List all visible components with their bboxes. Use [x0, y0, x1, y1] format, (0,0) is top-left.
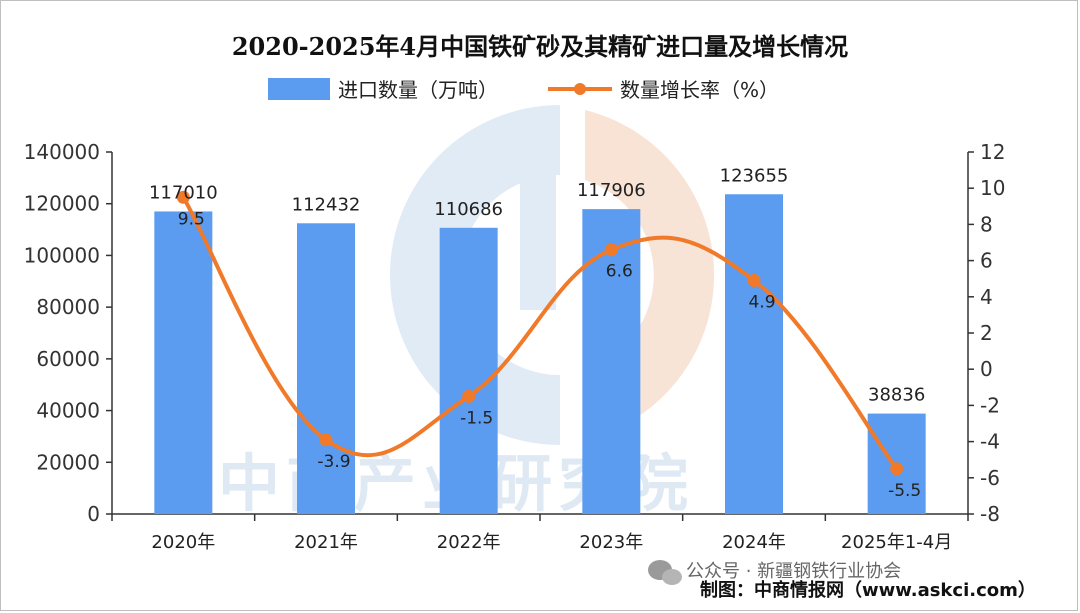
right-tick-label: 4: [980, 285, 993, 309]
growth-rate-point: [462, 389, 476, 403]
bar: [439, 227, 498, 515]
x-tick-label: 2020年: [151, 532, 215, 553]
right-tick-label: 10: [980, 176, 1005, 200]
legend-label-line: 数量增长率（%）: [620, 78, 779, 102]
bar-value-label: 123655: [720, 165, 789, 186]
growth-value-label: 9.5: [178, 209, 205, 229]
growth-rate-point: [319, 433, 333, 447]
bar-value-label: 38836: [868, 385, 925, 406]
legend: 进口数量（万吨） 数量增长率（%）: [268, 78, 779, 102]
chart-title: 2020-2025年4月中国铁矿砂及其精矿进口量及增长情况: [232, 32, 848, 61]
right-tick-label: 8: [980, 212, 993, 236]
right-tick-label: 2: [980, 321, 993, 345]
left-tick-label: 60000: [36, 347, 100, 371]
x-tick-label: 2023年: [579, 532, 643, 553]
wechat-icon: [648, 560, 682, 585]
left-tick-label: 0: [87, 502, 100, 526]
growth-rate-point: [604, 243, 618, 257]
bar: [154, 211, 213, 515]
growth-value-label: 4.9: [748, 293, 775, 313]
right-tick-label: 6: [980, 249, 993, 273]
growth-value-label: -5.5: [888, 481, 921, 501]
left-tick-label: 140000: [24, 140, 100, 164]
x-axis-ticks: 2020年 2021年 2022年 2023年 2024年 2025年1-4月: [111, 514, 969, 553]
bar-value-label: 112432: [292, 194, 361, 215]
bar-value-label: 117906: [577, 180, 646, 201]
right-axis-ticks: -8 -6 -4 -2 0 2 4 6 8 10 12: [968, 140, 1005, 526]
wechat-account-label: 公众号 · 新疆钢铁行业协会: [686, 561, 901, 582]
legend-marker: [574, 83, 586, 95]
x-tick-label: 2022年: [437, 532, 501, 553]
growth-rate-point: [890, 462, 904, 476]
left-tick-label: 40000: [36, 399, 100, 423]
growth-rate-point: [747, 274, 761, 288]
x-tick-label: 2025年1-4月: [841, 532, 952, 553]
bar: [297, 223, 355, 515]
legend-swatch-bar: [268, 78, 330, 100]
left-tick-label: 80000: [36, 295, 100, 319]
growth-value-label: 6.6: [606, 262, 633, 282]
right-tick-label: -2: [980, 393, 1000, 417]
data-labels: 117010 112432 110686 117906 123655 38836 9.5 -3…: [149, 165, 925, 500]
left-tick-label: 100000: [24, 243, 100, 267]
left-tick-label: 120000: [24, 192, 100, 216]
right-tick-label: -8: [980, 502, 1000, 526]
growth-value-label: -3.9: [317, 452, 350, 472]
left-axis-ticks: 0 20000 40000 60000 80000 100000 120000 140000: [24, 140, 112, 526]
x-tick-label: 2024年: [722, 532, 786, 553]
legend-label-bar: 进口数量（万吨）: [338, 78, 498, 102]
watermark-logo: [390, 105, 715, 445]
left-tick-label: 20000: [36, 450, 100, 474]
growth-rate-line: [181, 196, 899, 470]
growth-rate-point: [176, 190, 190, 204]
bar-value-label: 117010: [149, 182, 218, 203]
right-tick-label: 0: [980, 357, 993, 381]
bar-value-label: 110686: [434, 199, 503, 220]
bar-series: [154, 194, 926, 515]
growth-value-label: -1.5: [460, 408, 493, 428]
right-tick-label: -4: [980, 430, 1000, 454]
footer: 公众号 · 新疆钢铁行业协会 制图：中商情报网（www.askci.com）: [648, 560, 1036, 601]
source-credit: 制图：中商情报网（www.askci.com）: [700, 579, 1036, 601]
line-series: [176, 190, 904, 476]
x-tick-label: 2021年: [294, 532, 358, 553]
right-tick-label: 12: [980, 140, 1005, 164]
right-tick-label: -6: [980, 466, 1000, 490]
bar: [725, 194, 783, 515]
